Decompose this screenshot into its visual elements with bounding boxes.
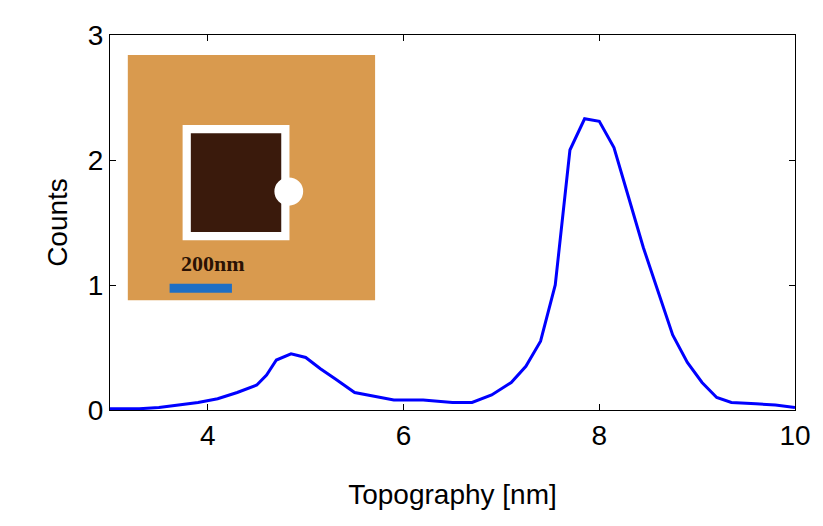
svg-text:Counts: Counts bbox=[42, 178, 73, 267]
svg-text:200nm: 200nm bbox=[181, 251, 245, 276]
svg-text:Topography [nm]: Topography [nm] bbox=[348, 479, 557, 510]
svg-text:8: 8 bbox=[592, 420, 608, 451]
svg-text:4: 4 bbox=[200, 420, 216, 451]
svg-text:6: 6 bbox=[396, 420, 412, 451]
svg-text:0: 0 bbox=[88, 395, 104, 426]
svg-text:2: 2 bbox=[88, 145, 104, 176]
svg-text:3: 3 bbox=[88, 20, 104, 51]
svg-text:1: 1 bbox=[88, 270, 104, 301]
svg-text:10: 10 bbox=[779, 420, 810, 451]
